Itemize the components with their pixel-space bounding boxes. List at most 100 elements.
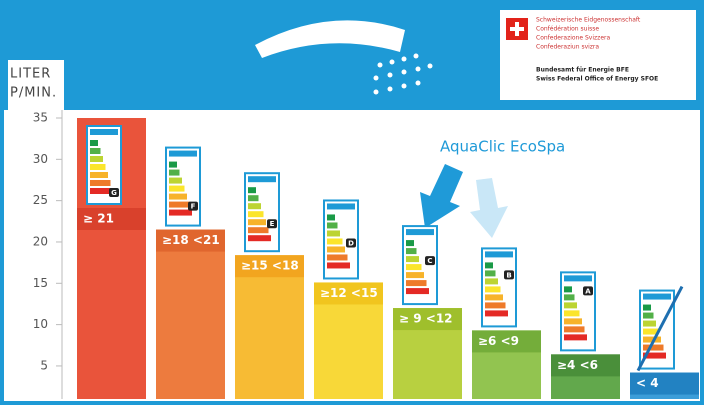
energy-class: A: [585, 287, 591, 295]
y-tick-label: 30: [33, 152, 48, 166]
energy-label: B: [482, 248, 516, 326]
energy-band: [248, 227, 269, 233]
energy-band: [564, 334, 587, 340]
energy-label-head: [564, 275, 592, 281]
category-label: ≥ 9 <12: [399, 312, 453, 326]
energy-class: E: [270, 220, 275, 228]
energy-band: [90, 148, 101, 154]
y-tick-label: 25: [33, 193, 48, 207]
energy-label-head: [406, 229, 434, 235]
y-tick-label: 20: [33, 234, 48, 248]
energy-band: [406, 264, 422, 270]
energy-band: [485, 310, 508, 316]
energy-band: [90, 156, 103, 162]
category-label: ≥6 <9: [478, 334, 519, 348]
energy-band: [169, 186, 185, 192]
energy-band: [564, 294, 575, 300]
energy-band: [248, 203, 261, 209]
logo-line: Confederazione Svizzera: [536, 35, 610, 42]
energy-band: [327, 262, 350, 268]
energy-band: [564, 286, 572, 292]
energy-band: [643, 321, 656, 327]
energy-band: [485, 294, 503, 300]
y-axis-label: P/MIN.: [10, 86, 57, 101]
category-label: ≥15 <18: [241, 259, 299, 273]
energy-label: G: [87, 126, 121, 204]
energy-band: [169, 170, 180, 176]
energy-band: [90, 140, 98, 146]
energy-band: [643, 313, 654, 319]
y-tick-label: 10: [33, 317, 48, 331]
logo-office: Swiss Federal Office of Energy SFOE: [536, 76, 658, 83]
y-tick-label: 35: [33, 111, 48, 125]
energy-band: [327, 214, 335, 220]
energy-band: [406, 288, 429, 294]
category-label: < 4: [636, 376, 659, 390]
energy-label: C: [403, 226, 437, 304]
logo-office: Bundesamt für Energie BFE: [536, 67, 629, 74]
energy-band: [485, 302, 506, 308]
energy-label: D: [324, 200, 358, 278]
energy-label: F: [166, 148, 200, 226]
energy-band: [169, 194, 187, 200]
energy-band: [90, 164, 106, 170]
energy-band: [564, 310, 580, 316]
energy-class: B: [506, 271, 511, 279]
energy-class: D: [348, 239, 354, 247]
energy-band: [564, 326, 585, 332]
category-label: ≥18 <21: [162, 233, 220, 247]
energy-band: [90, 180, 111, 186]
energy-band: [169, 202, 190, 208]
energy-label-head: [485, 251, 513, 257]
energy-class: F: [191, 203, 196, 211]
energy-label-head: [90, 129, 118, 135]
y-tick-label: 15: [33, 276, 48, 290]
energy-label: A: [561, 272, 595, 350]
energy-label: E: [245, 173, 279, 251]
energy-band: [327, 230, 340, 236]
energy-band: [248, 195, 259, 201]
logo-box: [500, 10, 696, 100]
energy-label-head: [248, 176, 276, 182]
energy-class: C: [427, 257, 432, 265]
energy-band: [485, 262, 493, 268]
energy-band: [564, 302, 577, 308]
y-axis-label: LITER: [10, 67, 51, 82]
energy-band: [643, 345, 664, 351]
category-label: ≥ 21: [83, 212, 114, 226]
category-label: ≥4 <6: [557, 358, 598, 372]
y-tick-label: 5: [40, 358, 48, 372]
logo-line: Confederaziun svizra: [536, 44, 599, 51]
energy-band: [248, 219, 266, 225]
energy-band: [643, 305, 651, 311]
energy-band: [406, 280, 427, 286]
energy-band: [406, 240, 414, 246]
energy-band: [169, 178, 182, 184]
energy-band: [327, 222, 338, 228]
energy-class: G: [111, 189, 117, 197]
category-label: ≥12 <15: [320, 286, 378, 300]
energy-band: [406, 256, 419, 262]
energy-label-head: [643, 294, 671, 300]
energy-band: [485, 278, 498, 284]
energy-band: [248, 235, 271, 241]
bar: [156, 230, 225, 399]
energy-label-head: [327, 203, 355, 209]
energy-band: [564, 318, 582, 324]
energy-band: [485, 286, 501, 292]
energy-band: [485, 270, 496, 276]
infographic: Schweizerische EidgenossenschaftConfédér…: [0, 0, 704, 405]
energy-band: [90, 172, 108, 178]
annotation: AquaClic EcoSpa: [440, 138, 565, 156]
energy-band: [327, 238, 343, 244]
energy-band: [406, 248, 417, 254]
energy-band: [327, 254, 348, 260]
energy-band: [169, 162, 177, 168]
energy-band: [327, 246, 345, 252]
energy-label-head: [169, 151, 197, 157]
logo-line: Schweizerische Eidgenossenschaft: [536, 17, 641, 24]
energy-band: [248, 187, 256, 193]
energy-band: [248, 211, 264, 217]
energy-band: [406, 272, 424, 278]
energy-band: [169, 210, 192, 216]
